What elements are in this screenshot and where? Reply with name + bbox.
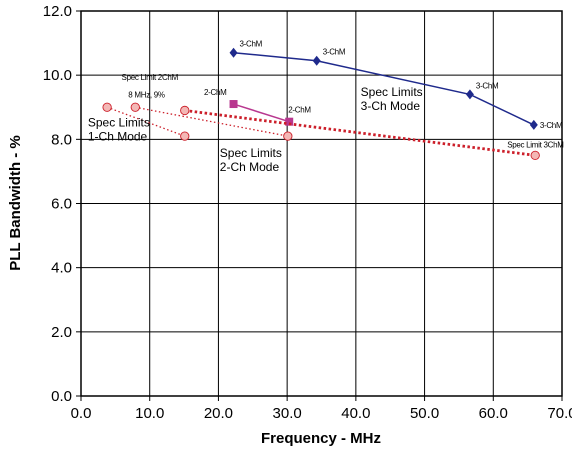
annotation-line: Spec Limits (361, 85, 423, 99)
data-point-label: 8 MHz, 9% (128, 90, 165, 99)
data-point-label: 3-ChM (540, 121, 563, 130)
annotation-line: Spec Limits (88, 116, 150, 130)
data-point-diamond (312, 55, 321, 66)
data-point-label: 3-ChM (240, 40, 263, 49)
data-point-diamond (229, 47, 238, 58)
series-0: 3-ChM 3-ChM 3-ChM 3-ChM (229, 40, 563, 130)
series-3: 8 MHz, 9% (128, 90, 293, 141)
series-line (184, 109, 536, 157)
data-point-circle (530, 150, 540, 161)
y-tick-label: 10.0 (43, 67, 72, 84)
x-axis-ticks: 0.0 10.0 20.0 30.0 40.0 50.0 60.0 70.0 (71, 396, 572, 422)
series-line (135, 106, 288, 137)
y-tick-label: 0.0 (51, 388, 72, 405)
data-point-circle (130, 102, 140, 112)
data-point-label: 2-ChM (288, 106, 311, 115)
x-tick-label: 30.0 (273, 405, 302, 422)
x-tick-label: 50.0 (410, 405, 439, 422)
annotation: Spec Limits 3-Ch Mode (361, 85, 423, 113)
series-2 (102, 102, 190, 141)
x-tick-label: 0.0 (71, 405, 92, 422)
series-group: 3-ChM 3-ChM 3-ChM 3-ChM 2-ChM 2-ChM 8 MHz, 9% S… (102, 40, 565, 161)
x-axis-title: Frequency - MHz (261, 430, 381, 447)
data-point-circle (180, 105, 190, 116)
annotation-line: Spec Limit 2ChM (122, 73, 179, 82)
x-tick-label: 20.0 (204, 405, 233, 422)
data-point-circle (102, 102, 112, 112)
series-4: Spec Limit 3ChM (180, 105, 565, 161)
data-point-square (285, 117, 294, 126)
annotation-line: Spec Limits (220, 146, 282, 160)
series-line (233, 51, 535, 126)
data-point-label: Spec Limit 3ChM (507, 140, 564, 149)
data-point-circle (283, 131, 293, 141)
series-1: 2-ChM 2-ChM (204, 88, 312, 126)
grid-lines (81, 11, 562, 396)
annotation-line: 1-Ch Mode (88, 130, 148, 144)
data-point-label: 3-ChM (323, 48, 346, 57)
y-axis-ticks: 0.0 2.0 4.0 6.0 8.0 10.0 12.0 (43, 3, 81, 405)
annotation: Spec Limits 2-Ch Mode (220, 146, 282, 174)
data-point-label: 2-ChM (204, 88, 227, 97)
data-point-circle (180, 131, 190, 141)
y-tick-label: 6.0 (51, 196, 72, 213)
data-point-label: 3-ChM (476, 81, 499, 90)
annotation-line: 2-Ch Mode (220, 160, 280, 174)
x-tick-label: 60.0 (479, 405, 508, 422)
x-tick-label: 70.0 (547, 405, 572, 422)
annotation-line: 3-Ch Mode (361, 99, 421, 113)
annotation: Spec Limit 2ChM (122, 73, 179, 82)
data-point-diamond (465, 89, 474, 100)
data-point-diamond (529, 119, 538, 130)
y-tick-label: 8.0 (51, 131, 72, 148)
y-tick-label: 4.0 (51, 260, 72, 277)
data-point-square (229, 100, 238, 109)
x-tick-label: 40.0 (341, 405, 370, 422)
y-tick-label: 2.0 (51, 324, 72, 341)
x-tick-label: 10.0 (135, 405, 164, 422)
y-tick-label: 12.0 (43, 3, 72, 20)
series-line (233, 103, 290, 123)
y-axis-title: PLL Bandwidth - % (7, 135, 24, 271)
series-line (106, 106, 185, 137)
annotation: Spec Limits 1-Ch Mode (88, 116, 150, 144)
